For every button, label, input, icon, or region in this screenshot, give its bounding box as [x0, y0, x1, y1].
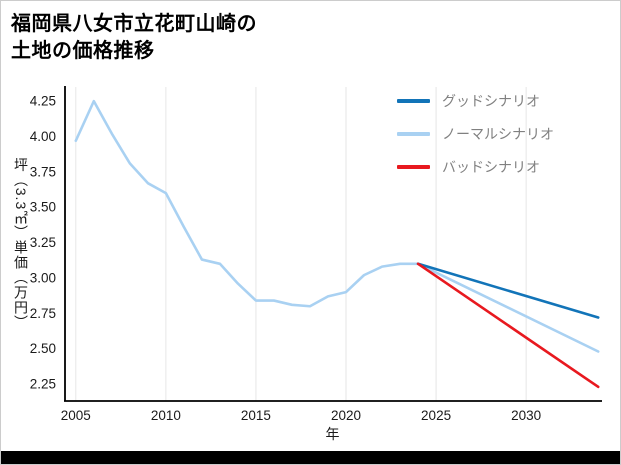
legend-swatch-bad [397, 165, 430, 169]
x-axis-label: 年 [325, 426, 340, 442]
x-tick-label: 2020 [331, 408, 361, 423]
y-tick-label: 3.00 [30, 270, 56, 285]
legend-label-bad: バッドシナリオ [442, 159, 540, 175]
y-tick-label: 2.50 [30, 341, 56, 356]
x-tick-label: 2005 [61, 408, 91, 423]
x-tick-label: 2030 [511, 408, 541, 423]
page-title-line1: 福岡県八女市立花町山崎の [11, 13, 257, 35]
y-tick-label: 3.75 [30, 164, 56, 179]
page-title-line2: 土地の価格推移 [11, 40, 155, 62]
legend: グッドシナリオ ノーマルシナリオ バッドシナリオ [397, 91, 554, 177]
series-line-0 [416, 262, 600, 319]
x-tick-label: 2015 [241, 408, 271, 423]
y-tick-label: 2.25 [30, 377, 56, 392]
y-tick-label: 4.00 [30, 129, 56, 144]
y-tick-label: 3.50 [30, 200, 56, 215]
x-tick-label: 2025 [421, 408, 451, 423]
series-line-2 [416, 262, 600, 389]
series-line-1 [74, 99, 600, 353]
bottom-bar [1, 451, 620, 464]
x-tick-label: 2010 [151, 408, 181, 423]
legend-swatch-good [397, 99, 430, 103]
legend-swatch-normal [397, 132, 430, 136]
legend-item-normal-scenario: ノーマルシナリオ [397, 124, 554, 144]
y-tick-label: 4.25 [30, 94, 56, 109]
y-tick-label: 3.25 [30, 235, 56, 250]
y-axis-label: 坪（3.3㎡）単価（万円） [13, 157, 29, 331]
legend-item-bad-scenario: バッドシナリオ [397, 157, 554, 177]
legend-label-good: グッドシナリオ [442, 93, 540, 109]
legend-label-normal: ノーマルシナリオ [442, 126, 554, 142]
legend-item-good-scenario: グッドシナリオ [397, 91, 554, 111]
page-title: 福岡県八女市立花町山崎の 土地の価格推移 [11, 11, 257, 65]
y-tick-label: 2.75 [30, 306, 56, 321]
